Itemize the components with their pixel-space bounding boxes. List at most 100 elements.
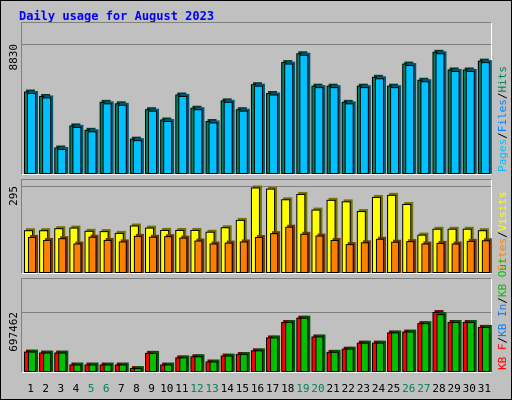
files-bar: [132, 140, 142, 175]
files-bar: [329, 87, 339, 174]
kbout-bar: [133, 368, 142, 372]
sites-bar: [28, 237, 36, 273]
legend-pages: Pages: [496, 139, 509, 172]
kbout-bar: [254, 350, 263, 373]
files-bar: [284, 63, 294, 174]
sites-bar: [451, 243, 460, 273]
chart-title: Daily usage for August 2023: [19, 9, 214, 23]
day-label: 26: [402, 382, 415, 395]
files-bar: [374, 78, 384, 174]
panel-legend: KB F/KB In/KB Out: [496, 257, 509, 370]
sites-bar: [194, 240, 203, 274]
day-label: 5: [88, 382, 95, 395]
day-label: 13: [205, 382, 218, 395]
day-label: 6: [103, 382, 110, 395]
sites-bar: [345, 244, 354, 274]
day-label: 22: [342, 382, 355, 395]
max-value-label: 8830: [7, 44, 20, 71]
panel-legend: Pages/Files/Hits: [496, 66, 509, 172]
kbout-bar: [421, 323, 430, 372]
kbout-bar: [481, 326, 490, 372]
sites-bar: [239, 241, 248, 273]
kbout-bar: [466, 322, 475, 372]
sites-bar: [88, 236, 97, 273]
day-label: 15: [236, 382, 249, 395]
kbout-bar: [103, 364, 112, 372]
panel-visits-sites: 295 Sites/Visits: [7, 179, 509, 274]
sites-bar: [179, 237, 188, 273]
files-bar: [435, 53, 445, 174]
day-label: 28: [432, 382, 445, 395]
files-bar: [420, 81, 430, 174]
kbout-bar: [391, 332, 400, 372]
files-bar: [72, 126, 82, 174]
kbout-bar: [28, 351, 36, 372]
sites-bar: [466, 240, 475, 273]
kbout-bar: [315, 336, 324, 373]
legend-kbout: KB Out: [496, 257, 509, 297]
day-label: 31: [478, 382, 491, 395]
files-bar: [359, 87, 369, 174]
kbout-bar: [164, 364, 173, 372]
panel-pages-files-hits: 8830 Pages/Files/Hits: [7, 22, 509, 175]
sites-bar: [391, 241, 400, 273]
sites-bar: [209, 243, 218, 273]
day-label: 14: [221, 382, 235, 395]
legend-sep: /: [496, 93, 509, 100]
kbout-bar: [179, 357, 188, 373]
legend-visits: Visits: [496, 192, 509, 232]
kbout-bar: [436, 314, 445, 372]
day-label: 21: [327, 382, 340, 395]
files-bar: [208, 122, 218, 174]
day-label: 19: [296, 382, 309, 395]
kbout-bar: [270, 337, 279, 373]
day-label: 9: [148, 382, 155, 395]
files-bar: [87, 131, 97, 174]
files-bar: [102, 103, 112, 174]
sites-bar: [133, 235, 142, 274]
sites-bar: [330, 239, 339, 274]
kbout-bar: [330, 351, 339, 373]
files-bar: [42, 97, 52, 174]
sites-bar: [285, 226, 294, 273]
day-label: 16: [251, 382, 264, 395]
sites-bar: [58, 238, 67, 273]
kbout-bar: [239, 354, 248, 373]
kbout-bar: [194, 356, 203, 372]
sites-bar: [254, 237, 263, 273]
files-bar: [450, 70, 460, 174]
kbout-bar: [118, 364, 127, 372]
day-label: 12: [190, 382, 203, 395]
legend-sep: /: [496, 132, 509, 139]
day-label: 4: [73, 382, 80, 395]
day-label: 25: [387, 382, 400, 395]
day-label: 1: [27, 382, 34, 395]
day-label: 23: [357, 382, 370, 395]
sites-bar: [421, 243, 430, 273]
files-bar: [405, 65, 415, 174]
max-value-label: 697462: [7, 312, 20, 352]
day-label: 24: [372, 382, 386, 395]
legend-hits: Hits: [496, 66, 509, 93]
legend-sep: /: [496, 337, 509, 344]
sites-bar: [270, 233, 279, 274]
sites-bar: [315, 235, 324, 273]
files-bar: [178, 95, 188, 174]
kbout-bar: [224, 355, 233, 373]
legend-sep: /: [496, 231, 509, 238]
files-bar: [223, 101, 233, 174]
kbout-bar: [209, 361, 218, 372]
day-label: 8: [133, 382, 140, 395]
sites-bar: [164, 236, 173, 273]
files-bar: [148, 110, 158, 174]
day-label: 2: [42, 382, 49, 395]
sites-bar: [436, 242, 445, 273]
files-bar: [390, 87, 400, 174]
files-bar: [269, 94, 279, 174]
legend-kbf: KB F: [496, 344, 509, 371]
day-label: 7: [118, 382, 125, 395]
legend-sites: Sites: [496, 238, 509, 271]
